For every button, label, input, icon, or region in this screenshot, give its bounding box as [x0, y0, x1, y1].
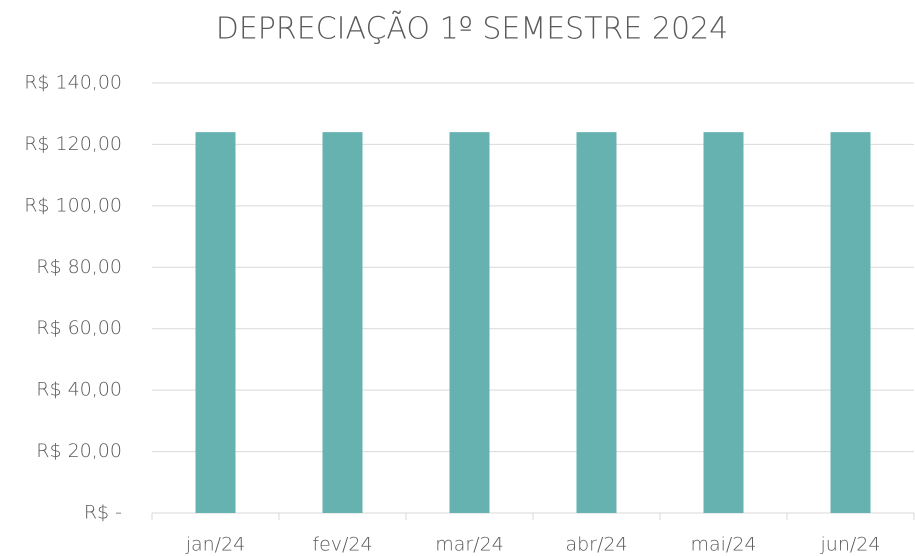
bar	[703, 132, 744, 513]
bar	[195, 132, 236, 513]
y-tick-label: R$ -	[84, 502, 122, 524]
y-tick-label: R$ 20,00	[36, 440, 122, 462]
y-tick-label: R$ 120,00	[24, 133, 122, 155]
bar	[830, 132, 871, 513]
chart-title: DEPRECIAÇÃO 1º SEMESTRE 2024	[216, 10, 728, 47]
y-tick-label: R$ 100,00	[24, 194, 122, 216]
x-tick-label: mar/24	[435, 534, 504, 556]
y-tick-label: R$ 140,00	[24, 72, 122, 94]
y-tick-label: R$ 40,00	[36, 379, 122, 401]
bar	[322, 132, 363, 513]
y-tick-label: R$ 60,00	[36, 317, 122, 339]
x-tick-label: fev/24	[312, 534, 372, 556]
x-tick-label: abr/24	[565, 534, 627, 556]
bar	[449, 132, 490, 513]
y-tick-label: R$ 80,00	[36, 256, 122, 278]
x-tick-label: jan/24	[185, 534, 246, 556]
x-tick-label: mai/24	[690, 534, 756, 556]
x-tick-label: jun/24	[820, 534, 881, 556]
bar	[576, 132, 617, 513]
